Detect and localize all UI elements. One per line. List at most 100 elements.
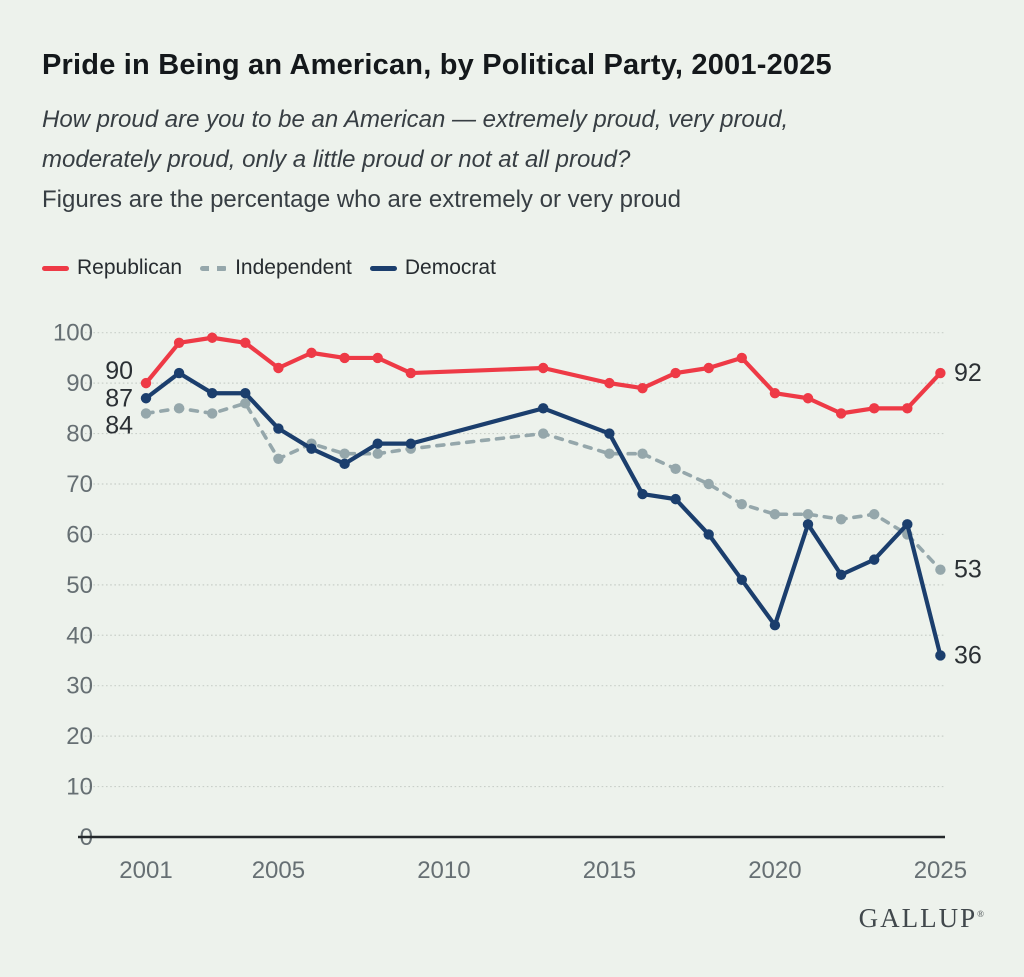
data-point-republican [670, 367, 681, 379]
chart-legend: Republican Independent Democrat [42, 256, 496, 280]
data-point-democrat [538, 403, 549, 414]
data-point-republican [273, 362, 284, 374]
data-point-independent [835, 514, 847, 525]
data-point-democrat [240, 388, 251, 399]
registered-trademark-icon: ® [977, 909, 984, 919]
democrat-line-swatch [369, 265, 397, 271]
data-point-republican [538, 362, 549, 374]
legend-item-independent: Independent [200, 256, 352, 280]
end-value-annotation: 36 [954, 641, 982, 669]
data-point-democrat [835, 569, 847, 580]
gallup-logo: GALLUP® [858, 903, 984, 933]
y-tick-label: 50 [66, 572, 93, 599]
chart-title: Pride in Being an American, by Political… [42, 49, 832, 81]
data-point-democrat [372, 438, 383, 449]
start-value-annotation: 84 [105, 412, 133, 440]
data-point-democrat [902, 519, 913, 530]
data-point-democrat [769, 619, 781, 631]
data-point-democrat [339, 458, 350, 470]
series-line-independent [144, 401, 943, 572]
legend-item-republican: Republican [42, 256, 182, 280]
republican-line-swatch [42, 265, 69, 271]
data-point-independent [670, 463, 681, 475]
data-point-democrat [207, 388, 218, 399]
x-tick-label: 2001 [119, 857, 172, 884]
data-point-democrat [802, 519, 814, 530]
end-value-annotation: 92 [954, 359, 982, 387]
start-value-annotation: 87 [105, 384, 133, 412]
data-point-democrat [173, 367, 185, 379]
data-point-independent [604, 448, 615, 459]
data-point-republican [140, 377, 152, 389]
data-point-democrat [736, 574, 747, 586]
data-point-republican [637, 382, 648, 394]
data-point-republican [769, 388, 781, 399]
data-point-republican [405, 367, 416, 379]
data-point-independent [736, 498, 747, 510]
data-point-republican [240, 337, 251, 348]
data-point-republican [869, 403, 880, 414]
data-point-republican [703, 362, 714, 374]
survey-question-line1: How proud are you to be an American — ex… [42, 106, 789, 133]
independent-line-swatch [200, 265, 228, 271]
series-line-republican [143, 335, 943, 416]
data-point-independent [538, 428, 549, 439]
legend-label-independent: Independent [235, 256, 352, 279]
end-value-annotation: 53 [954, 556, 982, 584]
legend-label-democrat: Democrat [404, 256, 496, 279]
x-tick-label: 2020 [748, 857, 801, 884]
data-point-republican [306, 347, 317, 359]
y-tick-label: 70 [66, 471, 93, 498]
y-tick-label: 30 [66, 673, 93, 700]
data-point-democrat [703, 529, 714, 540]
data-point-independent [240, 398, 251, 409]
legend-label-republican: Republican [77, 256, 183, 279]
data-point-independent [173, 403, 185, 414]
series-line-democrat [143, 370, 943, 658]
x-tick-label: 2025 [914, 857, 967, 884]
y-tick-label: 10 [66, 774, 93, 801]
data-point-independent [339, 448, 350, 459]
data-point-independent [372, 448, 383, 459]
survey-question-line2: moderately proud, only a little proud or… [42, 146, 631, 173]
y-tick-label: 100 [53, 320, 93, 347]
data-point-democrat [604, 428, 615, 439]
data-point-democrat [273, 423, 284, 434]
data-point-independent [207, 408, 218, 419]
data-point-democrat [637, 488, 648, 500]
data-point-republican [802, 393, 814, 404]
y-tick-label: 80 [66, 421, 93, 448]
data-point-republican [339, 352, 350, 364]
data-point-independent [802, 509, 814, 520]
data-point-republican [372, 352, 383, 364]
data-point-republican [935, 367, 946, 379]
data-point-independent [703, 478, 714, 490]
x-tick-label: 2015 [583, 857, 636, 884]
data-point-republican [173, 337, 185, 348]
data-point-democrat [869, 554, 880, 565]
data-point-republican [902, 403, 913, 414]
y-tick-label: 60 [66, 521, 93, 548]
data-point-democrat [306, 443, 317, 454]
data-point-independent [273, 453, 284, 464]
data-point-independent [769, 509, 781, 520]
data-point-democrat [140, 393, 152, 404]
data-point-independent [637, 448, 648, 459]
data-point-republican [736, 352, 747, 364]
data-point-independent [869, 509, 880, 520]
x-tick-label: 2005 [252, 857, 305, 884]
y-tick-label: 20 [66, 723, 93, 750]
data-point-republican [604, 377, 615, 389]
y-tick-label: 40 [66, 622, 93, 649]
data-point-democrat [935, 650, 946, 661]
figures-note: Figures are the percentage who are extre… [42, 186, 681, 213]
data-point-democrat [670, 493, 681, 505]
y-tick-label: 90 [66, 370, 93, 397]
x-tick-label: 2010 [417, 857, 470, 884]
data-point-independent [935, 564, 946, 575]
data-point-republican [835, 408, 847, 419]
data-point-republican [207, 332, 218, 343]
data-point-democrat [405, 438, 416, 449]
